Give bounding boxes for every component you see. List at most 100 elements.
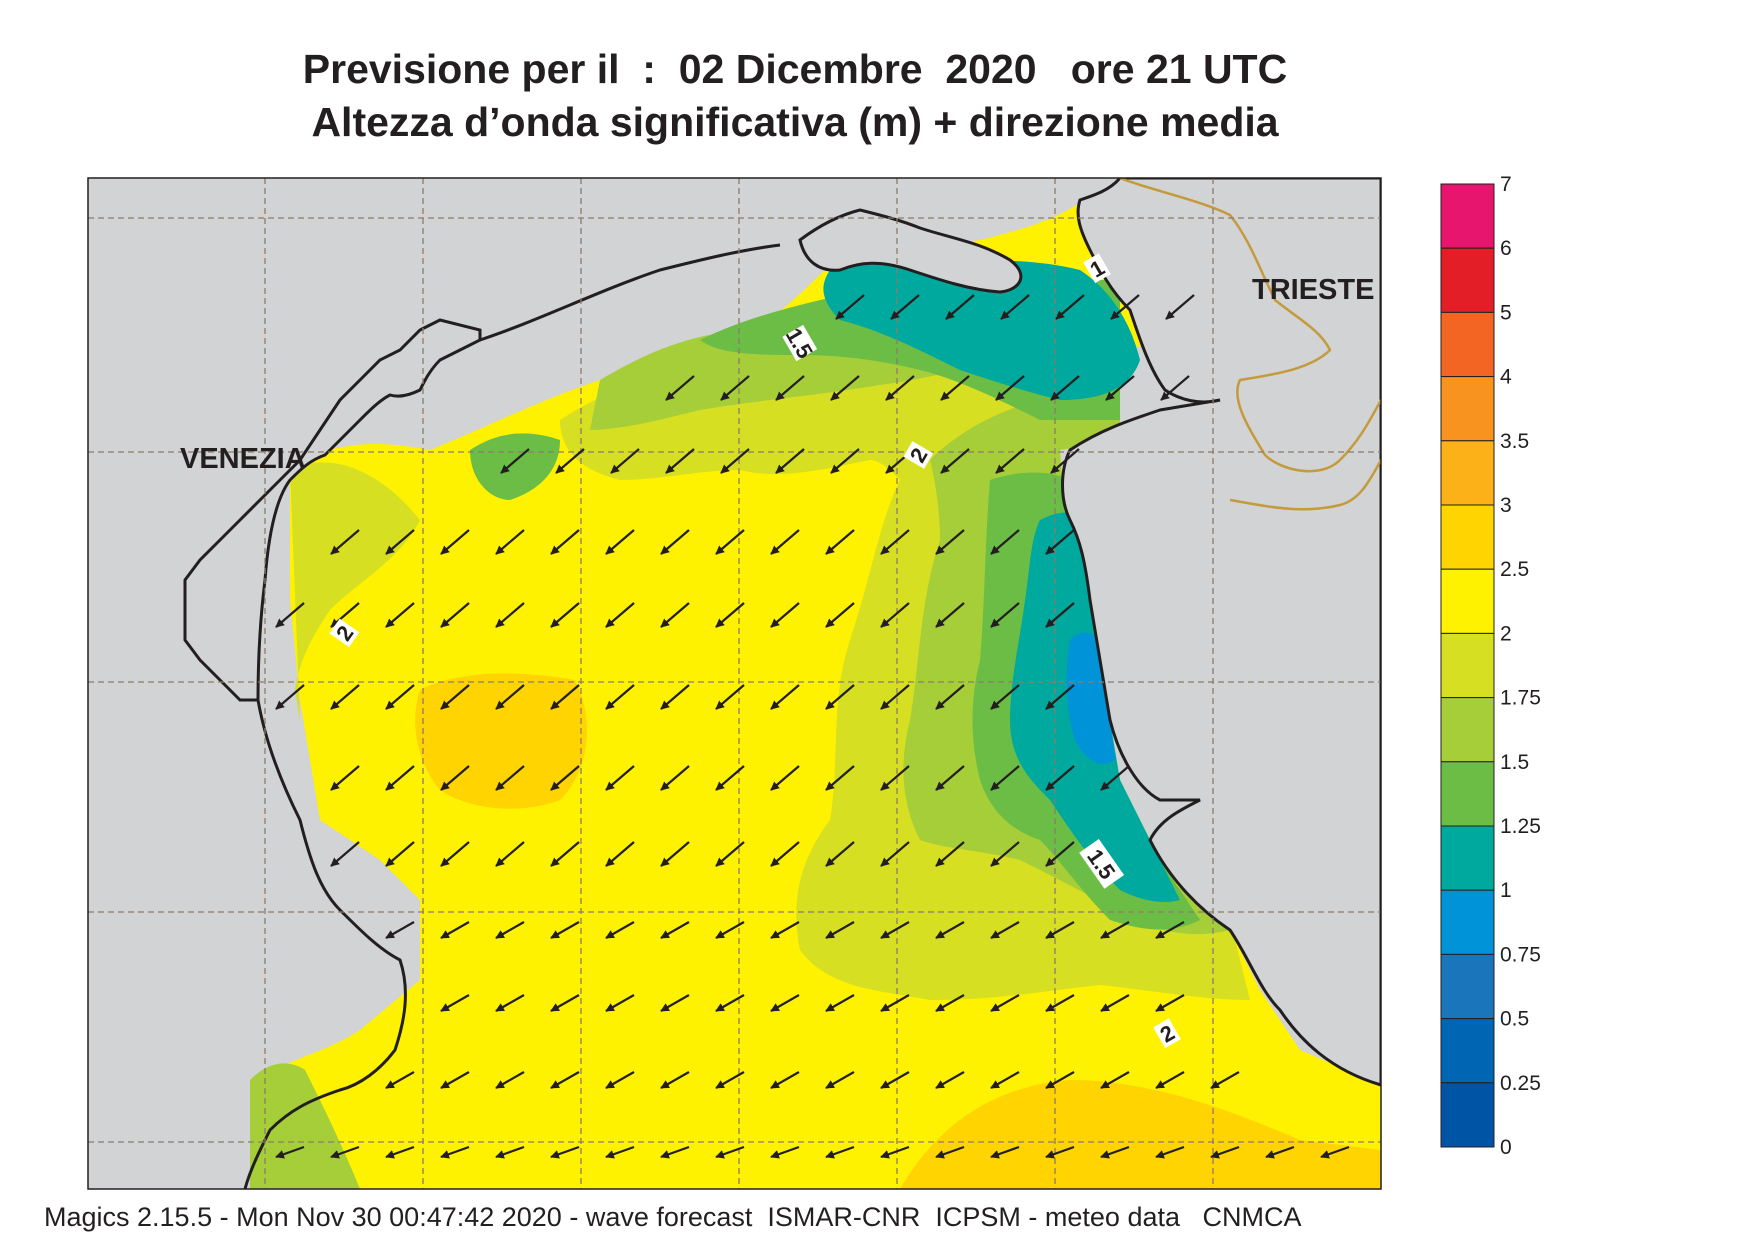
legend-color-box xyxy=(1440,376,1495,442)
band-1-1.25-north xyxy=(823,260,1140,400)
direction-arrow xyxy=(385,684,415,710)
direction-arrow xyxy=(495,684,525,710)
direction-arrow xyxy=(1045,1145,1075,1159)
direction-arrow xyxy=(720,448,750,474)
direction-arrow xyxy=(660,841,690,867)
direction-arrow xyxy=(715,765,745,791)
direction-arrow xyxy=(990,684,1020,710)
direction-arrow xyxy=(935,602,965,628)
direction-arrow xyxy=(1045,841,1075,867)
direction-arrow xyxy=(550,529,580,555)
direction-arrow xyxy=(1045,684,1075,710)
direction-arrow xyxy=(770,529,800,555)
direction-arrow xyxy=(555,448,585,474)
direction-arrow xyxy=(385,1145,415,1159)
legend-tick-label: 5 xyxy=(1500,301,1512,324)
direction-arrow xyxy=(605,602,635,628)
direction-arrow xyxy=(1210,1071,1240,1089)
direction-arrow xyxy=(825,1145,855,1159)
direction-arrow xyxy=(890,294,920,320)
legend-color-box xyxy=(1440,440,1495,506)
legend-tick-label: 1.25 xyxy=(1500,815,1541,838)
band-1.75-2-coast xyxy=(290,462,420,760)
direction-arrow xyxy=(825,994,855,1012)
direction-arrow xyxy=(880,602,910,628)
legend-color-box xyxy=(1440,761,1495,827)
direction-arrow xyxy=(550,602,580,628)
direction-arrow xyxy=(495,994,525,1012)
legend-color-box xyxy=(1440,568,1495,634)
direction-arrow xyxy=(330,602,360,628)
direction-arrow xyxy=(935,765,965,791)
direction-arrow xyxy=(385,841,415,867)
direction-arrow xyxy=(660,529,690,555)
direction-arrow xyxy=(440,765,470,791)
direction-arrow xyxy=(1045,529,1075,555)
direction-arrow xyxy=(990,1145,1020,1159)
venezia-lagoon xyxy=(183,318,482,702)
direction-arrow xyxy=(770,684,800,710)
direction-arrow xyxy=(770,994,800,1012)
legend-color-box xyxy=(1440,183,1495,249)
direction-arrow xyxy=(660,1145,690,1159)
legend-tick-label: 4 xyxy=(1500,366,1512,389)
place-label-trieste: TRIESTE xyxy=(1252,274,1374,306)
direction-arrow xyxy=(1045,994,1075,1012)
direction-arrow xyxy=(275,684,305,710)
band-1.25-1.5-venezia xyxy=(470,433,560,500)
direction-arrow xyxy=(775,375,805,401)
direction-arrow xyxy=(825,841,855,867)
west-coastline xyxy=(243,699,407,1189)
direction-arrow xyxy=(440,684,470,710)
direction-arrow xyxy=(495,529,525,555)
direction-arrow xyxy=(385,529,415,555)
legend-color-box xyxy=(1440,504,1495,570)
direction-arrow xyxy=(835,294,865,320)
direction-arrow xyxy=(1045,1071,1075,1089)
direction-arrow xyxy=(825,921,855,939)
direction-arrow xyxy=(775,448,805,474)
direction-arrow xyxy=(825,602,855,628)
direction-arrow xyxy=(1100,1145,1130,1159)
legend-tick-label: 7 xyxy=(1500,173,1512,196)
direction-arrow xyxy=(660,602,690,628)
direction-arrow xyxy=(880,529,910,555)
legend-color-box xyxy=(1440,311,1495,378)
direction-arrow xyxy=(330,684,360,710)
direction-arrow xyxy=(610,448,640,474)
direction-arrow xyxy=(825,529,855,555)
direction-arrow xyxy=(660,921,690,939)
legend-tick-label: 3.5 xyxy=(1500,430,1529,453)
legend-tick-label: 3 xyxy=(1500,494,1512,517)
footer-credit: Magics 2.15.5 - Mon Nov 30 00:47:42 2020… xyxy=(44,1202,1302,1232)
direction-arrow xyxy=(440,1071,470,1089)
direction-arrow xyxy=(880,994,910,1012)
band-2.5-3-west xyxy=(415,673,587,809)
direction-arrow xyxy=(1100,1071,1130,1089)
direction-arrow xyxy=(770,841,800,867)
direction-arrow xyxy=(440,602,470,628)
direction-arrow xyxy=(1155,994,1185,1012)
direction-arrow xyxy=(550,1071,580,1089)
legend-color-box xyxy=(1440,1018,1495,1084)
direction-arrow xyxy=(940,375,970,401)
direction-arrow xyxy=(995,375,1025,401)
direction-arrow xyxy=(605,921,635,939)
direction-arrow xyxy=(605,1071,635,1089)
direction-arrow xyxy=(990,765,1020,791)
direction-arrow xyxy=(880,921,910,939)
direction-arrow xyxy=(935,1145,965,1159)
direction-arrow xyxy=(605,994,635,1012)
direction-arrow xyxy=(495,921,525,939)
direction-arrow xyxy=(995,448,1025,474)
direction-arrow xyxy=(275,602,305,628)
direction-arrow xyxy=(330,529,360,555)
direction-arrow xyxy=(605,529,635,555)
legend-color-box xyxy=(1440,825,1495,891)
direction-arrow xyxy=(1165,294,1195,320)
direction-arrow xyxy=(715,921,745,939)
direction-arrow xyxy=(770,921,800,939)
direction-arrow xyxy=(495,602,525,628)
direction-arrow xyxy=(550,921,580,939)
direction-arrow xyxy=(275,1145,305,1159)
